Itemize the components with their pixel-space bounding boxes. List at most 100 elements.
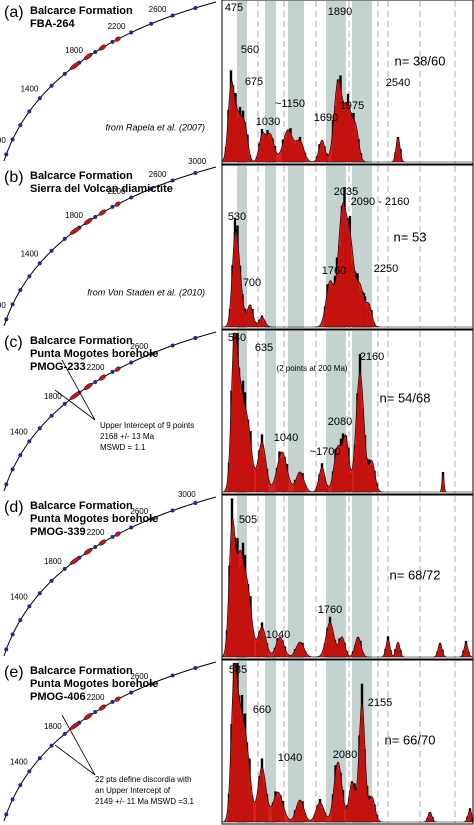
- peak-label: 700: [243, 277, 261, 289]
- concordia-point: [193, 5, 198, 10]
- concordia-point: [193, 335, 198, 340]
- panel-title: PMOG-406: [30, 691, 86, 703]
- concordia-point: [62, 71, 67, 76]
- concordia-point: [129, 525, 134, 530]
- analysis-ellipse: [114, 531, 121, 537]
- concordia-point: [62, 566, 67, 571]
- peak-label: ~1150: [275, 98, 305, 110]
- age-band: [352, 496, 372, 658]
- concordia-point: [170, 178, 175, 183]
- analysis-ellipse: [98, 704, 107, 711]
- concordia-point: [10, 302, 15, 307]
- peak-label: 1690: [314, 112, 338, 124]
- concordia-point: [149, 516, 154, 521]
- concordia-point: [170, 343, 175, 348]
- concordia-point: [27, 769, 32, 774]
- concordia-age-label: 2200: [87, 528, 105, 537]
- concordia-point: [93, 379, 98, 384]
- peak-label: 2080: [328, 416, 352, 428]
- concordia-point: [4, 152, 9, 157]
- concordia-age-label: 2600: [130, 342, 148, 351]
- concordia-age-label: 2600: [149, 170, 167, 179]
- concordia-age-label: 2600: [130, 672, 148, 681]
- probability-curve: [222, 202, 472, 328]
- panel-title: Balcarce Formation: [30, 170, 133, 182]
- peak-label: ~1700: [310, 446, 341, 458]
- panel-title: Balcarce Formation: [30, 335, 133, 347]
- concordia-point: [49, 578, 54, 583]
- concordia-point: [49, 248, 54, 253]
- peak-label: 660: [253, 704, 271, 716]
- concordia-age-label: 1800: [44, 722, 62, 731]
- concordia-age-label: 1400: [10, 428, 28, 437]
- concordia-point: [62, 236, 67, 241]
- concordia-age-label: 3000: [188, 157, 206, 166]
- concordia-age-label: 1800: [65, 46, 83, 55]
- peak-label: 1760: [318, 604, 342, 616]
- probability-curve: [222, 332, 472, 493]
- concordia-age-label: 1400: [10, 593, 28, 602]
- concordia-point: [49, 83, 54, 88]
- concordia-point: [37, 591, 42, 596]
- concordia-age-label: 1800: [65, 211, 83, 220]
- concordia-age-label: 1000: [0, 136, 6, 145]
- concordia-point: [129, 690, 134, 695]
- panel-title: FBA-264: [30, 18, 76, 30]
- peak-label: 560: [241, 44, 259, 56]
- concordia-point: [170, 508, 175, 513]
- concordia-age-label: 1400: [21, 250, 39, 259]
- analysis-ellipse: [98, 539, 107, 546]
- panel-title: Punta Mogotes borehole: [30, 513, 158, 525]
- n-label: n= 54/68: [380, 390, 431, 405]
- concordia-age-label: 2200: [108, 22, 126, 31]
- panel-title: PMOG-339: [30, 526, 86, 538]
- peak-label: 1030: [256, 116, 280, 128]
- panel-note: from Von Staden et al. (2010): [87, 287, 205, 297]
- panel-note: an Upper Intercept of: [95, 786, 171, 795]
- concordia-point: [10, 137, 15, 142]
- concordia-age-label: 3000: [178, 490, 196, 499]
- concordia-point: [110, 369, 115, 374]
- age-band: [288, 1, 304, 163]
- panel-title: Balcarce Formation: [30, 5, 133, 17]
- concordia-age-label: 2200: [87, 363, 105, 372]
- age-band: [265, 661, 276, 823]
- peak-label: 635: [255, 342, 273, 354]
- panel-title: Punta Mogotes borehole: [30, 348, 158, 360]
- panel-letter: (c): [4, 334, 23, 351]
- age-band: [237, 166, 247, 328]
- analysis-ellipse: [98, 209, 107, 216]
- analysis-ellipse: [83, 382, 93, 390]
- concordia-point: [170, 13, 175, 18]
- age-band: [265, 166, 276, 328]
- panel-note: 22 pts define discordia with: [95, 775, 192, 784]
- concordia-point: [93, 214, 98, 219]
- concordia-point: [129, 360, 134, 365]
- concordia-point: [149, 21, 154, 26]
- concordia-point: [149, 351, 154, 356]
- concordia-point: [18, 453, 23, 458]
- concordia-age-label: 2600: [130, 507, 148, 516]
- peak-label: 2080: [333, 749, 357, 761]
- analysis-ellipse: [114, 201, 121, 207]
- peak-label: 1890: [328, 6, 352, 18]
- peak-label: 2035: [334, 186, 358, 198]
- age-band: [288, 496, 304, 658]
- concordia-point: [37, 261, 42, 266]
- analysis-ellipse: [98, 44, 107, 51]
- panel-title: PMOG-233: [30, 361, 86, 373]
- peak-label: 675: [245, 76, 263, 88]
- peak-label: 535: [229, 664, 247, 676]
- peak-label: 475: [225, 2, 243, 14]
- concordia-age-label: 1400: [21, 85, 39, 94]
- analysis-ellipse: [69, 61, 81, 70]
- concordia-point: [62, 731, 67, 736]
- age-band: [237, 1, 247, 163]
- concordia-point: [62, 401, 67, 406]
- analysis-ellipse: [83, 52, 93, 60]
- concordia-point: [27, 274, 32, 279]
- panel-note: from Rapela et al. (2007): [105, 122, 205, 132]
- panel-title: Sierra del Volcan diamictite: [30, 183, 173, 195]
- panel-note: Upper Intercept of 9 points: [100, 421, 194, 430]
- panel-title: Punta Mogotes borehole: [30, 678, 158, 690]
